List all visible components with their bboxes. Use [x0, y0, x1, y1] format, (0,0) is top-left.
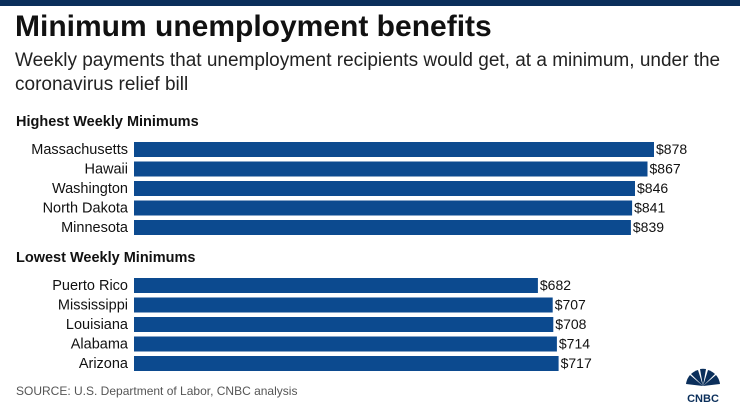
bar	[134, 297, 553, 313]
bar	[134, 317, 554, 332]
value-label: $708	[555, 316, 586, 332]
category-label: Washington	[52, 181, 128, 197]
category-label: Massachusetts	[31, 142, 128, 158]
category-label: Hawaii	[84, 162, 128, 178]
category-label: Mississippi	[58, 298, 128, 314]
bar	[134, 181, 635, 196]
bar	[134, 161, 648, 177]
source-note: SOURCE: U.S. Department of Labor, CNBC a…	[16, 384, 298, 398]
value-label: $841	[634, 200, 665, 216]
section-title-lowest: Lowest Weekly Minimums	[16, 250, 196, 266]
category-label: Puerto Rico	[52, 278, 128, 294]
category-label: North Dakota	[43, 201, 129, 217]
category-label: Alabama	[71, 337, 129, 353]
value-label: $717	[561, 355, 592, 371]
value-label: $846	[637, 180, 668, 196]
category-label: Arizona	[79, 356, 129, 372]
category-label: Louisiana	[66, 317, 129, 333]
bar	[134, 336, 557, 352]
bar	[134, 200, 633, 216]
value-label: $707	[555, 297, 586, 313]
top-rule	[0, 0, 740, 6]
svg-text:CNBC: CNBC	[687, 393, 719, 405]
value-label: $714	[559, 336, 590, 352]
chart-title: Minimum unemployment benefits	[15, 10, 492, 43]
value-label: $867	[650, 161, 681, 177]
value-label: $682	[540, 277, 571, 293]
bar	[134, 142, 654, 157]
category-label: Minnesota	[61, 220, 129, 236]
section-title-highest: Highest Weekly Minimums	[16, 114, 199, 130]
cnbc-logo: CNBC	[676, 366, 730, 411]
chart-subtitle: Weekly payments that unemployment recipi…	[15, 50, 721, 95]
bar	[134, 278, 538, 293]
bar	[134, 220, 631, 235]
bar	[134, 356, 559, 371]
value-label: $878	[656, 141, 687, 157]
value-label: $839	[633, 219, 664, 235]
